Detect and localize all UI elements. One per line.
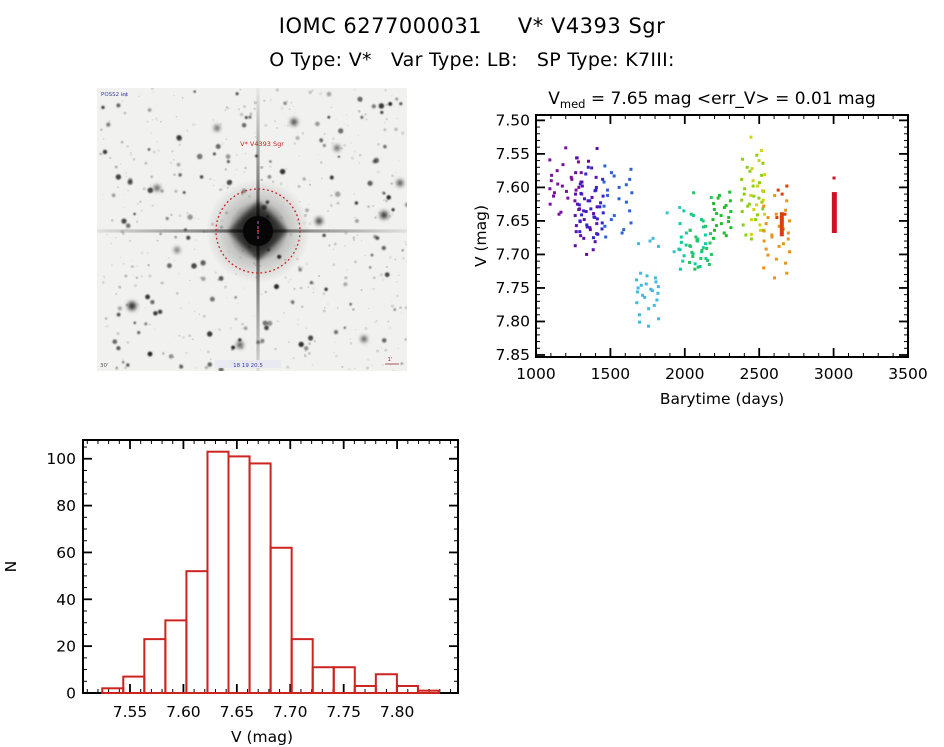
aperture-circle <box>215 188 301 274</box>
svg-text:7.70: 7.70 <box>495 245 530 263</box>
svg-text:0: 0 <box>66 685 76 703</box>
svg-text:1000: 1000 <box>516 365 555 383</box>
svg-text:7.50: 7.50 <box>495 111 530 129</box>
svg-text:7.85: 7.85 <box>495 346 530 364</box>
svg-text:7.75: 7.75 <box>495 279 530 297</box>
lightcurve-xlabel: Barytime (days) <box>660 390 784 408</box>
svg-text:60: 60 <box>56 544 76 562</box>
finder-corner-label: 30' <box>100 363 109 369</box>
svg-text:7.70: 7.70 <box>273 703 308 721</box>
svg-text:20: 20 <box>56 638 76 656</box>
svg-text:7.60: 7.60 <box>166 703 201 721</box>
svg-text:3500: 3500 <box>888 365 927 383</box>
svg-text:2500: 2500 <box>739 365 778 383</box>
svg-text:2000: 2000 <box>665 365 704 383</box>
histogram-xlabel: V (mag) <box>231 728 293 746</box>
svg-text:100: 100 <box>46 450 76 468</box>
histogram-axes <box>82 439 459 694</box>
target-center-dot <box>256 229 260 233</box>
magnitude-histogram-plot: 7.55 7.60 7.65 7.70 7.75 7.80 0 20 40 60 80 100 V (m… <box>2 439 459 746</box>
svg-text:7.80: 7.80 <box>495 312 530 330</box>
lightcurve-axes <box>535 114 909 358</box>
svg-text:7.55: 7.55 <box>495 145 530 163</box>
svg-text:3000: 3000 <box>814 365 853 383</box>
lightcurve-title: Vmed = 7.65 mag <err_V> = 0.01 mag <box>548 89 876 111</box>
object-type-line: O Type: V* Var Type: LB: SP Type: K7III: <box>269 49 675 71</box>
svg-text:7.75: 7.75 <box>326 703 361 721</box>
finder-scale-label: 1' <box>387 357 392 363</box>
svg-text:7.80: 7.80 <box>380 703 415 721</box>
svg-text:7.60: 7.60 <box>495 178 530 196</box>
field-stars <box>101 90 407 371</box>
svg-text:40: 40 <box>56 591 76 609</box>
svg-text:1500: 1500 <box>591 365 630 383</box>
svg-text:7.65: 7.65 <box>220 703 255 721</box>
svg-text:80: 80 <box>56 497 76 515</box>
finder-survey-label: POSS2 int <box>101 92 129 98</box>
svg-text:7.55: 7.55 <box>113 703 148 721</box>
lightcurve-tick-labels: 1000 1500 2000 2500 3000 3500 7.50 7.55 7.60 7.65… <box>495 111 927 383</box>
histogram-ylabel: N <box>2 561 20 573</box>
finding-chart-image: V* V4393 Sgr POSS2 int 18 19 20.5 30' 1' <box>97 88 407 371</box>
bright-field-stars <box>127 118 403 348</box>
histogram-tick-labels: 7.55 7.60 7.65 7.70 7.75 7.80 0 20 40 60 80 100 <box>46 450 414 721</box>
finder-star-label: V* V4393 Sgr <box>240 140 284 148</box>
histogram-bars <box>101 450 440 695</box>
svg-text:7.65: 7.65 <box>495 212 530 230</box>
page-title: IOMC 6277000031 V* V4393 Sgr <box>278 14 666 38</box>
lightcurve-ylabel: V (mag) <box>472 205 490 267</box>
lightcurve-data-points <box>548 135 837 328</box>
finder-coordinates-label: 18 19 20.5 <box>233 363 263 369</box>
lightcurve-plot: 1000 1500 2000 2500 3000 3500 7.50 7.55 7.60 7.65… <box>472 89 928 408</box>
